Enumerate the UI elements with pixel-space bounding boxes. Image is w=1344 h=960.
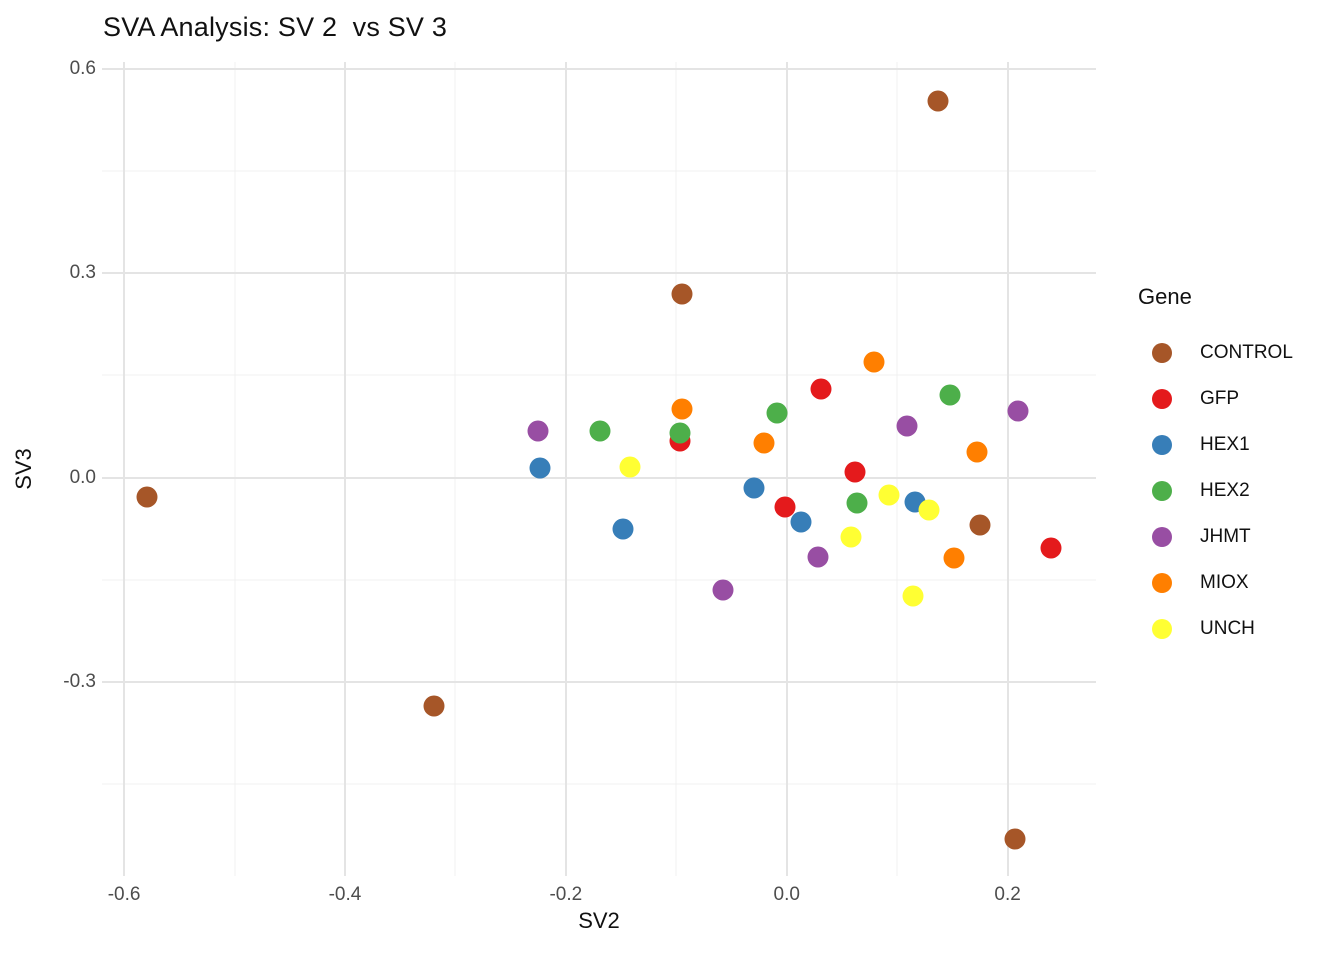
- legend-swatch: [1152, 619, 1172, 639]
- data-point: [712, 579, 734, 601]
- gridline-major-y: [102, 476, 1096, 479]
- chart-title: SVA Analysis: SV 2 vs SV 3: [103, 12, 448, 42]
- data-point: [619, 456, 641, 478]
- data-point: [529, 457, 551, 479]
- y-axis-title: SV3: [11, 448, 36, 490]
- gridline-minor-y: [102, 374, 1096, 376]
- data-point: [896, 415, 918, 437]
- data-point: [136, 486, 158, 508]
- data-point: [423, 695, 445, 717]
- data-point: [743, 477, 765, 499]
- legend-label: UNCH: [1200, 618, 1255, 639]
- gridline-minor-y: [102, 170, 1096, 172]
- legend-swatch: [1152, 481, 1172, 501]
- data-point: [846, 492, 868, 514]
- data-point: [943, 547, 965, 569]
- gridline-major-y: [102, 272, 1096, 275]
- x-tick-label: 0.0: [773, 884, 800, 905]
- gridline-major-x: [785, 62, 788, 876]
- data-point: [753, 432, 775, 454]
- data-point: [969, 514, 991, 536]
- gridline-major-x: [1006, 62, 1009, 876]
- x-tick-label: -0.4: [328, 884, 362, 905]
- data-point: [671, 398, 693, 420]
- data-point: [918, 499, 940, 521]
- legend-swatch: [1152, 343, 1172, 363]
- data-point: [766, 402, 788, 424]
- legend-label: HEX1: [1200, 434, 1250, 455]
- y-tick-label: 0.3: [69, 262, 96, 284]
- legend: Gene CONTROL GFP HEX1 HEX2 JHMT MIOX UNCH: [1138, 284, 1293, 652]
- legend-title: Gene: [1138, 284, 1192, 309]
- data-point: [878, 484, 900, 506]
- y-tick-label: 0.0: [69, 466, 96, 488]
- legend-item: HEX1: [1138, 422, 1293, 468]
- data-point: [790, 511, 812, 533]
- legend-swatch: [1152, 573, 1172, 593]
- gridline-minor-y: [102, 783, 1096, 785]
- legend-swatch: [1152, 389, 1172, 409]
- data-point: [939, 384, 961, 406]
- data-point: [527, 420, 549, 441]
- x-tick-label: -0.2: [549, 884, 583, 905]
- legend-item: GFP: [1138, 376, 1293, 422]
- x-tick-label: -0.6: [107, 884, 141, 905]
- gridline-minor-x: [454, 62, 456, 876]
- legend-label: GFP: [1200, 388, 1240, 409]
- data-point: [774, 496, 796, 518]
- data-point: [1007, 400, 1029, 422]
- gridline-major-x: [343, 62, 346, 876]
- legend-label: MIOX: [1200, 572, 1249, 593]
- gridline-major-y: [102, 67, 1096, 70]
- x-tick-label: 0.2: [994, 884, 1021, 905]
- gridline-minor-x: [234, 62, 236, 876]
- data-point: [840, 526, 862, 548]
- data-point: [844, 461, 866, 483]
- y-tick-label: -0.3: [63, 670, 96, 692]
- data-point: [671, 283, 693, 305]
- gridline-major-y: [102, 680, 1096, 683]
- data-point: [1004, 828, 1026, 850]
- legend-swatch: [1152, 435, 1172, 455]
- legend-item: JHMT: [1138, 514, 1293, 560]
- data-point: [902, 585, 924, 607]
- gridline-major-x: [123, 62, 126, 876]
- legend-item: UNCH: [1138, 606, 1293, 652]
- legend-items: CONTROL GFP HEX1 HEX2 JHMT MIOX UNCH: [1138, 330, 1293, 652]
- data-point: [612, 518, 634, 540]
- legend-swatch: [1152, 527, 1172, 547]
- gridline-minor-x: [896, 62, 898, 876]
- data-point: [1040, 537, 1062, 559]
- gridline-major-x: [564, 62, 567, 876]
- data-point: [669, 422, 691, 444]
- data-point: [589, 420, 611, 441]
- legend-label: JHMT: [1200, 526, 1251, 547]
- legend-label: CONTROL: [1200, 342, 1293, 363]
- legend-item: HEX2: [1138, 468, 1293, 514]
- gridline-minor-x: [675, 62, 677, 876]
- legend-item: MIOX: [1138, 560, 1293, 606]
- legend-item: CONTROL: [1138, 330, 1293, 376]
- legend-label: HEX2: [1200, 480, 1250, 501]
- data-point: [966, 441, 988, 463]
- plot-panel: [102, 62, 1096, 876]
- data-point: [927, 90, 949, 112]
- data-point: [863, 351, 885, 373]
- y-tick-label: 0.6: [69, 57, 96, 79]
- gridline-minor-y: [102, 579, 1096, 581]
- x-axis-title: SV2: [578, 908, 620, 933]
- data-point: [810, 378, 832, 400]
- data-point: [807, 546, 829, 568]
